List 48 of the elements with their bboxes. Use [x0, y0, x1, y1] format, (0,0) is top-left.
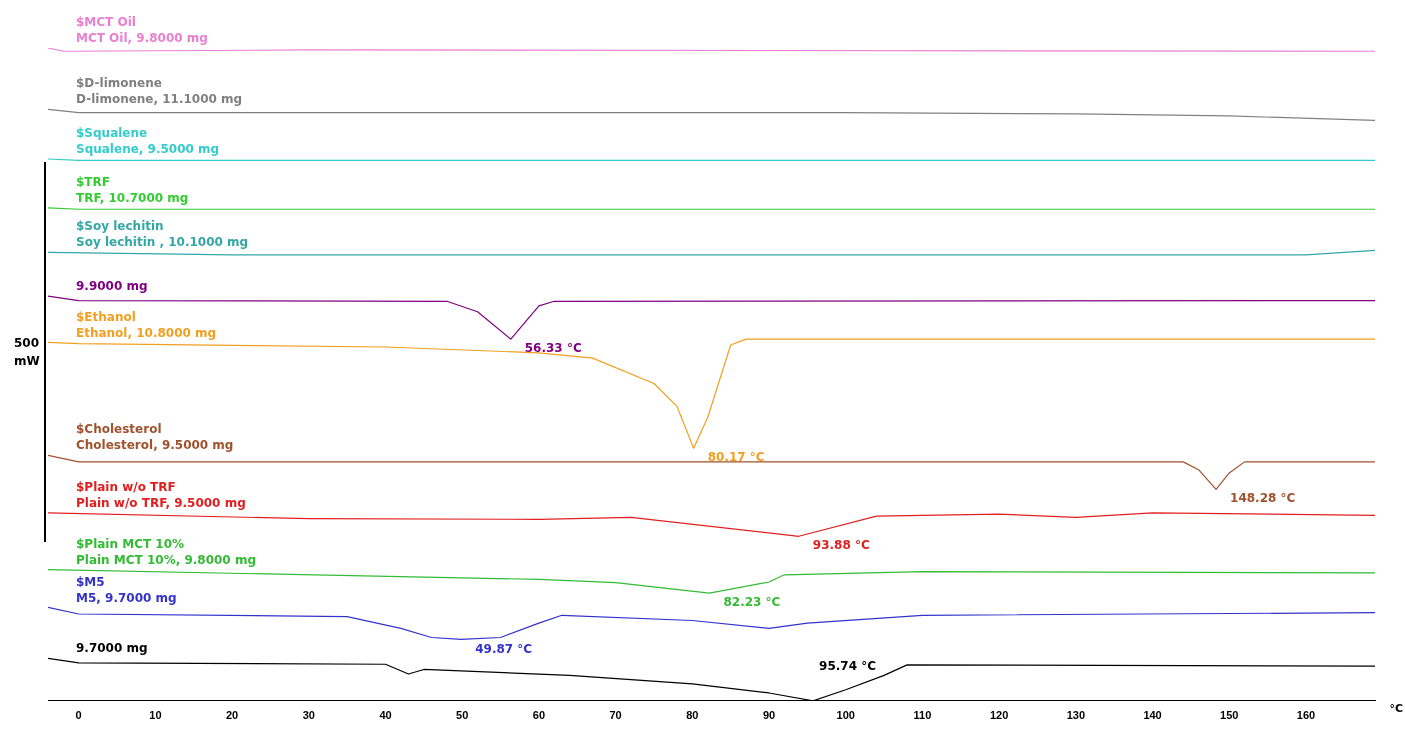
x-tick-label: 120 — [989, 709, 1009, 722]
x-tick-label: 110 — [913, 709, 932, 722]
x-tick-label: 80 — [686, 709, 699, 722]
x-tick-label: 100 — [836, 709, 855, 722]
annotation: $Ethanol — [76, 309, 136, 324]
x-tick-label: 0 — [75, 709, 82, 722]
x-axis-title: °C — [1389, 702, 1403, 716]
series-label: Squalene, 9.5000 mg — [76, 142, 220, 157]
annotation: $MCT Oil — [76, 15, 136, 30]
annotation: $Cholesterol — [76, 422, 162, 437]
x-tick-label: 50 — [456, 709, 469, 722]
series-label: MCT Oil, 9.8000 mg — [76, 31, 208, 46]
annotation: $Squalene — [76, 126, 148, 141]
series-label: D-limonene, 11.1000 mg — [76, 92, 243, 107]
x-tick-label: 40 — [379, 709, 392, 722]
annotation: $M5 — [76, 574, 105, 589]
series-label: Plain w/o TRF, 9.5000 mg — [76, 495, 246, 510]
x-tick-label: 70 — [609, 709, 622, 722]
annotation: $D-limonene — [76, 76, 162, 91]
x-tick-label: 10 — [149, 709, 162, 722]
series-label: Cholesterol, 9.5000 mg — [76, 438, 234, 453]
annotation: 93.88 °C — [812, 538, 870, 553]
annotation: 80.17 °C — [707, 450, 765, 465]
annotation: $Plain w/o TRF — [76, 479, 176, 494]
x-tick-label: 130 — [1066, 709, 1086, 722]
series-label: M5, 9.7000 mg — [76, 590, 177, 605]
x-tick-label: 30 — [302, 709, 315, 722]
x-tick-label: 160 — [1296, 709, 1316, 722]
x-tick-label: 150 — [1220, 709, 1239, 722]
annotation: 82.23 °C — [723, 595, 781, 610]
series-label: Plain MCT 10%, 9.8000 mg — [76, 552, 256, 567]
series-label: Soy lechitin , 10.1000 mg — [76, 235, 249, 250]
annotation: $Soy lechitin — [76, 219, 164, 234]
text: 500 mW — [14, 335, 40, 370]
series-label: TRF, 10.7000 mg — [76, 191, 189, 206]
annotation: 148.28 °C — [1230, 491, 1296, 506]
series-label: Ethanol, 10.8000 mg — [76, 325, 217, 340]
series-label: 9.7000 mg — [76, 641, 148, 656]
x-tick-label: 90 — [762, 709, 776, 722]
x-tick-label: 140 — [1143, 709, 1162, 722]
annotation: $Plain MCT 10% — [76, 536, 185, 551]
x-tick-label: 60 — [532, 709, 546, 722]
annotation: $TRF — [76, 175, 110, 190]
annotation: 56.33 °C — [524, 341, 582, 356]
series-label: 9.9000 mg — [76, 279, 148, 294]
x-tick-label: 20 — [225, 709, 239, 722]
annotation: 49.87 °C — [475, 641, 533, 656]
annotation: 95.74 °C — [819, 658, 877, 673]
